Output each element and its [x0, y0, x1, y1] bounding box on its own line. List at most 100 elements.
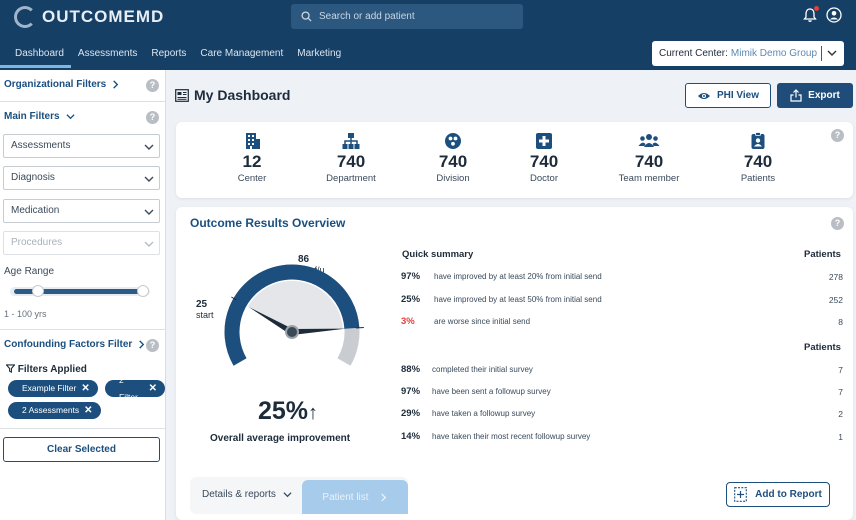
filter-chip[interactable]: Example Filter ✕	[8, 380, 98, 397]
survey-count: 1	[838, 432, 843, 442]
age-slider-max-handle[interactable]	[137, 285, 149, 297]
chevron-down-icon	[144, 209, 154, 215]
user-account-icon[interactable]	[826, 7, 842, 23]
close-icon[interactable]: ✕	[84, 405, 93, 416]
current-center-select[interactable]: Current Center: Mimik Demo Group	[652, 41, 844, 66]
tab-patient-list[interactable]: Patient list	[302, 480, 408, 514]
gauge-start-tick	[231, 296, 237, 301]
help-icon[interactable]: ?	[831, 217, 844, 230]
clear-selected-button[interactable]: Clear Selected	[3, 437, 160, 462]
help-icon[interactable]: ?	[146, 111, 159, 124]
filter-chip[interactable]: 2 Filter ✕	[105, 375, 165, 402]
nav-reports[interactable]: Reports	[151, 48, 187, 59]
chevron-down-icon	[827, 50, 837, 56]
filters-sidebar: Organizational Filters ? Main Filters ? …	[0, 70, 166, 520]
filter-chip-label: 2 Assessments	[22, 405, 80, 415]
summary-row: 25% have improved by at least 50% from i…	[401, 294, 843, 306]
summary-row: 97% have improved by at least 20% from i…	[401, 271, 843, 283]
current-center-value: Mimik Demo Group	[730, 48, 818, 59]
confounding-filter-toggle[interactable]: Confounding Factors Filter	[4, 339, 146, 350]
gauge-needle-last	[291, 328, 346, 335]
close-icon[interactable]: ✕	[148, 383, 157, 394]
age-slider-fill	[14, 289, 146, 294]
patient-badge-icon	[751, 132, 765, 149]
help-icon[interactable]: ?	[146, 339, 159, 352]
summary-row: 3% are worse since initial send 8	[401, 316, 843, 328]
survey-row: 88% completed their initial survey 7	[401, 364, 843, 376]
improvement-gauge	[224, 264, 364, 366]
page-title: My Dashboard	[175, 87, 290, 103]
summary-pct: 3%	[401, 316, 415, 327]
tab-details-reports[interactable]: Details & reports	[202, 489, 292, 500]
stat-center[interactable]: 12 Center	[207, 132, 297, 184]
survey-pct: 97%	[401, 386, 421, 397]
add-report-icon	[734, 487, 748, 502]
chevron-right-icon	[113, 80, 119, 89]
overall-improvement-value: 25%↑	[258, 397, 318, 426]
chevron-right-icon	[139, 340, 145, 349]
tab-details-label: Details & reports	[202, 489, 276, 500]
add-to-report-button[interactable]: Add to Report	[726, 482, 830, 507]
sitemap-icon	[342, 133, 360, 149]
team-icon	[638, 134, 660, 147]
gauge-start-value: 25	[196, 299, 208, 310]
survey-desc: have been sent a followup survey	[432, 387, 551, 396]
close-icon[interactable]: ✕	[81, 383, 90, 394]
org-filters-toggle[interactable]: Organizational Filters	[4, 79, 120, 90]
survey-row: 29% have taken a followup survey 2	[401, 408, 843, 420]
org-filters-label: Organizational Filters	[4, 79, 107, 90]
stat-label: Patients	[740, 173, 776, 184]
help-icon[interactable]: ?	[146, 79, 159, 92]
export-button[interactable]: Export	[777, 83, 853, 108]
survey-count: 7	[838, 387, 843, 397]
filter-chip[interactable]: 2 Assessments ✕	[8, 402, 101, 419]
stat-patients[interactable]: 740 Patients	[713, 132, 803, 184]
patients-column-header: Patients	[804, 249, 841, 260]
summary-pct: 97%	[401, 271, 421, 282]
summary-count: 252	[828, 295, 843, 305]
gauge-start-text: start	[196, 310, 214, 320]
nav-marketing[interactable]: Marketing	[297, 48, 342, 59]
eye-icon	[697, 92, 710, 99]
assessments-select[interactable]: Assessments	[3, 134, 160, 158]
diagnosis-select-value: Diagnosis	[11, 172, 55, 183]
survey-count: 7	[838, 365, 843, 375]
nav-dashboard[interactable]: Dashboard	[0, 40, 71, 70]
age-slider-min-handle[interactable]	[32, 285, 44, 297]
search-input[interactable]: Search or add patient	[291, 4, 523, 29]
stat-label: Department	[326, 173, 376, 184]
medication-select[interactable]: Medication	[3, 199, 160, 223]
add-to-report-label: Add to Report	[755, 489, 822, 500]
main-filters-toggle[interactable]: Main Filters	[4, 111, 75, 122]
phi-view-button[interactable]: PHI View	[685, 83, 771, 108]
procedures-select[interactable]: Procedures	[3, 231, 160, 255]
main-nav: Dashboard Assessments Reports Care Manag…	[0, 40, 348, 70]
stat-value: 740	[529, 152, 559, 171]
patients-column-header: Patients	[804, 342, 841, 353]
stat-value: 740	[634, 152, 664, 171]
notifications-bell-icon[interactable]	[802, 6, 819, 23]
stat-value: 740	[743, 152, 773, 171]
stat-label: Doctor	[530, 173, 558, 184]
divider	[0, 101, 166, 102]
nav-assessments[interactable]: Assessments	[77, 48, 138, 59]
diagnosis-select[interactable]: Diagnosis	[3, 166, 160, 190]
stat-value: 740	[336, 152, 366, 171]
stat-value: 740	[438, 152, 468, 171]
filters-applied-heading: Filters Applied	[5, 364, 87, 375]
stat-doctor[interactable]: 740 Doctor	[499, 132, 589, 184]
summary-desc: have improved by at least 50% from initi…	[434, 295, 602, 304]
entity-stats-card: 12 Center 740 Department 740 Division 74…	[176, 122, 853, 198]
stat-department[interactable]: 740 Department	[306, 132, 396, 184]
app-logo[interactable]: OUTCOMEMD	[14, 5, 164, 29]
nav-care-management[interactable]: Care Management	[200, 48, 284, 59]
chevron-right-icon	[380, 492, 386, 502]
divider	[0, 329, 166, 330]
page-title-text: My Dashboard	[194, 87, 291, 103]
help-icon[interactable]: ?	[831, 129, 844, 142]
stat-team-member[interactable]: 740 Team member	[604, 132, 694, 184]
export-label: Export	[808, 90, 840, 101]
notification-dot	[814, 6, 819, 11]
stat-division[interactable]: 740 Division	[408, 132, 498, 184]
survey-desc: completed their initial survey	[432, 365, 533, 374]
